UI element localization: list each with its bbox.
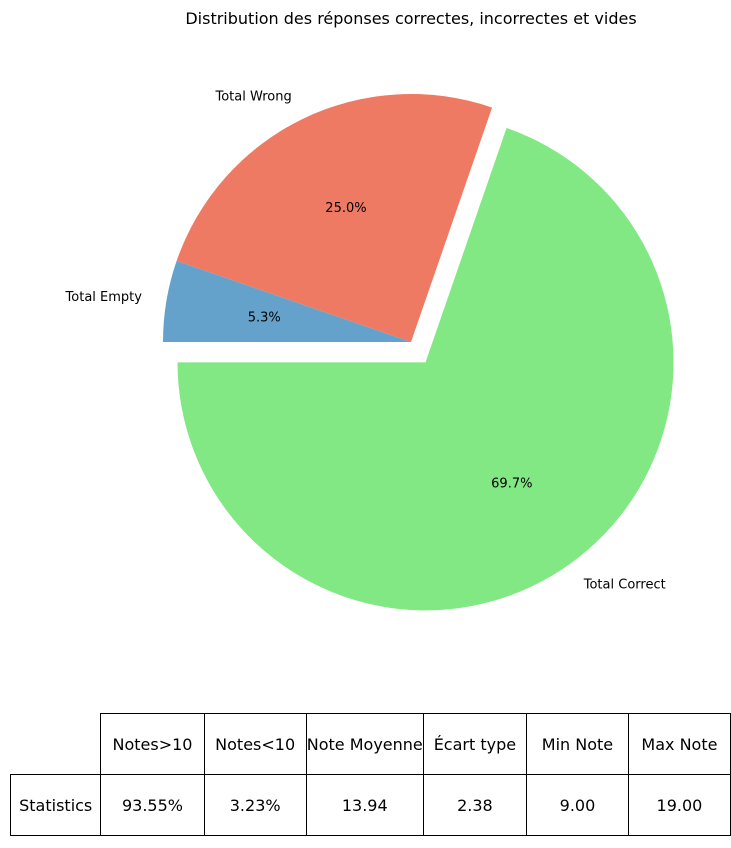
statistics-table: Notes>10 Notes<10 Note Moyenne Écart typ… <box>9 713 731 836</box>
slice-percent-label: 5.3% <box>248 310 281 325</box>
pie-slice <box>177 127 674 611</box>
table-header-row: Notes>10 Notes<10 Note Moyenne Écart typ… <box>11 713 731 775</box>
column-header: Notes<10 <box>203 713 307 775</box>
table-cell: 3.23% <box>203 774 307 836</box>
column-header: Min Note <box>526 713 629 775</box>
table-cell: 13.94 <box>305 774 424 836</box>
column-header: Note Moyenne <box>305 713 424 775</box>
row-label: Statistics <box>9 774 102 836</box>
slice-percent-label: 69.7% <box>491 477 532 492</box>
table-cell: 2.38 <box>422 774 528 836</box>
pie-chart: Distribution des réponses correctes, inc… <box>65 9 674 611</box>
slice-category-label: Total Wrong <box>214 90 291 105</box>
table-cell: 19.00 <box>627 774 731 836</box>
column-header: Max Note <box>627 713 731 775</box>
table-row: Statistics 93.55% 3.23% 13.94 2.38 9.00 … <box>9 774 731 836</box>
pie-slice <box>176 94 493 342</box>
table-cell: 9.00 <box>526 774 629 836</box>
chart-title: Distribution des réponses correctes, inc… <box>185 9 636 28</box>
table-cell: 93.55% <box>100 774 205 836</box>
slice-percent-label: 25.0% <box>325 201 366 216</box>
slice-category-label: Total Empty <box>65 290 143 305</box>
column-header: Écart type <box>422 713 528 775</box>
pie-slice <box>163 260 411 342</box>
table-corner-cell <box>11 714 101 775</box>
slice-category-label: Total Correct <box>583 578 666 593</box>
column-header: Notes>10 <box>100 713 205 775</box>
